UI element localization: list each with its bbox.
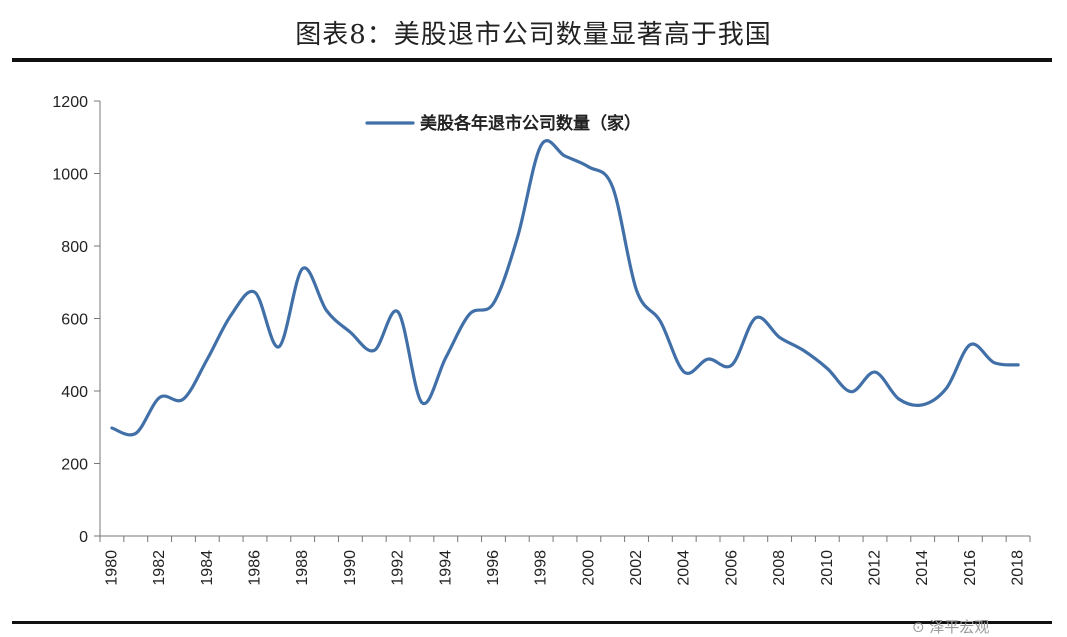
data-point: [849, 390, 853, 394]
data-point: [635, 288, 639, 292]
data-point: [372, 348, 376, 352]
y-tick-label: 1000: [52, 167, 88, 184]
data-point: [1016, 363, 1020, 367]
data-point: [253, 290, 257, 294]
data-point: [158, 396, 162, 400]
y-tick-label: 600: [61, 312, 88, 329]
x-tick-label: 1990: [342, 550, 359, 586]
y-axis-ticks: 0 200 400 600 800 1000 1200: [52, 94, 100, 546]
x-tick-label: 1994: [437, 550, 454, 586]
data-point: [873, 370, 877, 374]
data-point: [802, 348, 806, 352]
data-point: [348, 330, 352, 334]
series-line: [110, 139, 1020, 437]
data-point: [563, 154, 567, 158]
chart-axes: [99, 101, 1030, 537]
data-point: [468, 312, 472, 316]
data-point: [205, 357, 209, 361]
legend-label: 美股各年退市公司数量（家）: [420, 113, 641, 134]
data-point: [325, 309, 329, 313]
x-tick-label: 2004: [676, 550, 693, 586]
data-point: [539, 143, 543, 147]
data-point: [587, 165, 591, 169]
x-tick-label: 1982: [151, 550, 168, 586]
data-point: [730, 363, 734, 367]
watermark: ⊙ 泽平宏观: [912, 618, 990, 636]
data-point: [492, 301, 496, 305]
y-tick-label: 0: [79, 529, 88, 546]
y-tick-label: 400: [61, 384, 88, 401]
data-point: [229, 313, 233, 317]
x-tick-label: 2002: [628, 550, 645, 586]
data-point: [611, 185, 615, 189]
data-point: [778, 335, 782, 339]
data-point: [825, 367, 829, 371]
data-point: [420, 401, 424, 405]
x-tick-label: 2006: [723, 550, 740, 586]
y-tick-label: 200: [61, 457, 88, 474]
data-point: [515, 236, 519, 240]
x-tick-label: 1984: [199, 550, 216, 586]
x-tick-label: 1986: [247, 550, 264, 586]
x-tick-label: 2010: [819, 550, 836, 586]
data-point: [992, 361, 996, 365]
data-point: [110, 426, 114, 430]
data-point: [396, 310, 400, 314]
data-point: [682, 370, 686, 374]
data-point: [945, 386, 949, 390]
x-axis-ticks: 1980 1982 1984 1986 1988 1990 1992 1994 1996 1998…: [99, 536, 1031, 586]
series-group: [110, 139, 1020, 437]
data-point: [277, 345, 281, 349]
data-point: [968, 343, 972, 347]
x-tick-label: 2008: [771, 550, 788, 586]
top-rule: [12, 58, 1052, 62]
data-point: [444, 356, 448, 360]
y-tick-label: 800: [61, 239, 88, 256]
data-point: [134, 431, 138, 435]
data-point: [658, 319, 662, 323]
x-tick-label: 2012: [867, 550, 884, 586]
x-tick-label: 2018: [1010, 550, 1027, 586]
x-tick-label: 2000: [580, 550, 597, 586]
x-tick-label: 1988: [294, 550, 311, 586]
legend: 美股各年退市公司数量（家）: [365, 113, 641, 134]
x-tick-label: 2016: [962, 550, 979, 586]
data-point: [921, 403, 925, 407]
y-tick-label: 1200: [52, 94, 88, 111]
page-title: 图表8：美股退市公司数量显著高于我国: [295, 20, 772, 50]
x-tick-label: 2014: [914, 550, 931, 586]
data-point: [897, 397, 901, 401]
x-tick-label: 1980: [103, 550, 120, 586]
data-point: [706, 357, 710, 361]
x-tick-label: 1998: [533, 550, 550, 586]
bottom-rule: [12, 621, 1052, 624]
data-point: [301, 267, 305, 271]
data-point: [754, 316, 758, 320]
data-point: [182, 397, 186, 401]
x-tick-label: 1996: [485, 550, 502, 586]
x-tick-label: 1992: [390, 550, 407, 586]
